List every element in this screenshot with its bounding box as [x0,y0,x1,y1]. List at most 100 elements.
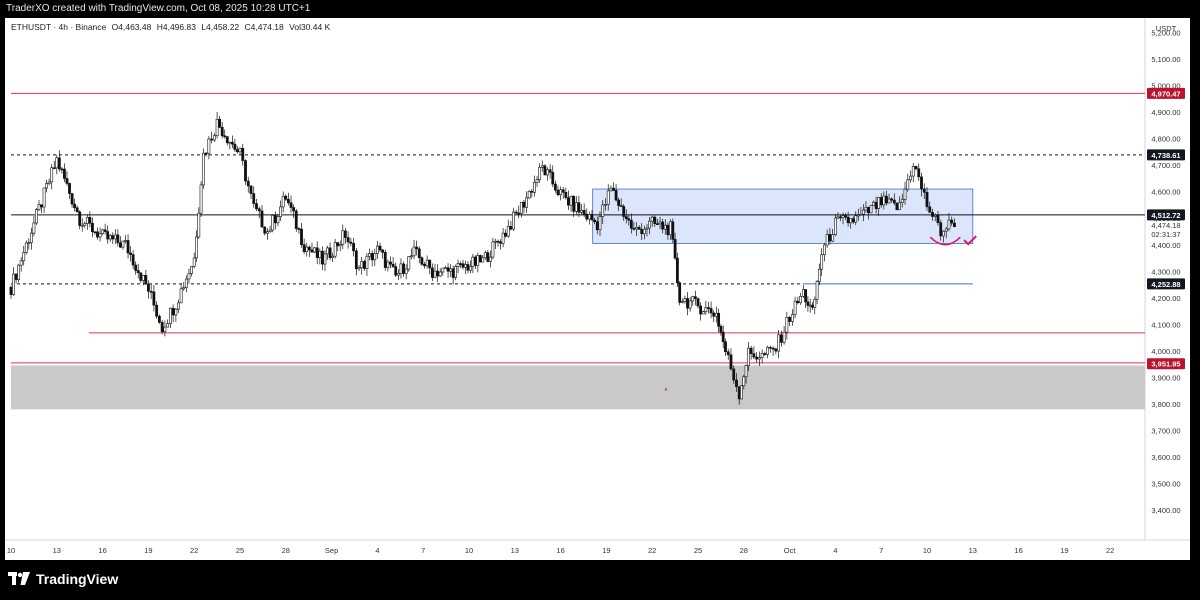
candle [93,231,97,235]
candle-body [546,169,549,176]
candle [302,238,306,255]
candle-body [113,234,117,240]
y-tick-label: 3,700.00 [1151,427,1180,436]
candle [88,211,92,228]
price-label: 3,951.95 [1151,360,1180,369]
candle-body [793,300,797,315]
candle [333,238,337,259]
y-tick-label: 4,100.00 [1151,320,1180,329]
candle [869,204,873,214]
candle-body [106,231,110,240]
candle-body [580,210,583,213]
candle-body [928,206,932,213]
candle [168,307,172,329]
candle [796,296,800,305]
candle-body [746,347,750,366]
candle [574,196,578,216]
candle [12,267,15,296]
candle [362,259,366,271]
candle [471,253,475,273]
candle [420,256,424,266]
candle [459,261,462,269]
candle-body [601,204,605,217]
candle [281,191,285,213]
candle-body [255,203,258,210]
candle [788,316,792,327]
candle-body [357,267,361,270]
candle [696,297,700,309]
candle [572,195,576,218]
candle [47,178,51,186]
candle-body [650,216,654,222]
price-chart[interactable]: 5,200.00 5,100.00 5,000.00 4,900.00 4,800.00… [5,18,1190,560]
candle-body [197,212,201,238]
candle-body [663,224,667,230]
candle [619,198,623,207]
candle-body [499,241,502,244]
candle-body [688,300,692,309]
candle-body [98,233,102,238]
candle [244,159,247,185]
candle [383,249,387,271]
tradingview-logo[interactable]: TradingView [8,571,118,587]
legend-volume: Vol30.44 K [289,22,331,32]
candle [612,182,615,192]
candle-body [129,252,132,255]
candle-body [788,316,792,322]
candle-body [808,304,812,307]
candle-body [939,222,943,237]
candle [895,202,899,211]
candle [32,215,36,237]
candle-body [567,197,570,206]
candle [614,183,618,202]
x-tick-label: 28 [740,546,748,555]
chart-area[interactable]: 5,200.00 5,100.00 5,000.00 4,900.00 4,800.00… [5,18,1190,560]
candle-body [70,193,74,205]
candle [569,195,573,212]
candle-body [257,208,261,212]
candle [481,255,485,263]
candle-body [302,244,306,252]
x-tick-label: 7 [421,546,425,555]
candle [389,256,392,269]
candle [223,129,227,139]
credit-bar: TraderXO created with TradingView.com, O… [6,3,311,14]
candle-body [744,365,748,378]
candle-body [530,190,534,193]
candle-body [766,346,770,355]
candle [877,197,881,216]
candle [760,349,764,364]
candle-body [236,149,239,153]
candle-body [305,246,309,252]
candle-body [887,198,891,204]
candle [263,225,267,236]
candle [354,247,358,276]
candle [680,298,684,304]
candle-body [645,227,649,230]
candle [412,239,416,260]
candle-body [80,224,84,227]
candle-body [522,201,526,208]
candle-body [627,218,631,221]
candle [268,225,272,233]
candle [501,228,505,248]
candle-body [93,231,97,233]
candle [530,189,534,198]
y-tick-label: 4,900.00 [1151,108,1180,117]
candle-body [494,240,497,243]
candle [892,193,896,206]
candle-body [823,244,826,256]
y-tick-label: 3,800.00 [1151,400,1180,409]
candle [184,275,188,293]
candle [548,164,552,179]
candle-body [204,152,208,155]
candle-body [719,325,723,333]
candle [648,217,651,235]
candle-body [859,213,863,216]
candle-body [459,263,462,265]
y-tick-label: 4,200.00 [1151,294,1180,303]
candle [476,252,480,273]
x-tick-label: 22 [190,546,198,555]
candle [9,285,13,299]
candle-body [714,312,718,317]
